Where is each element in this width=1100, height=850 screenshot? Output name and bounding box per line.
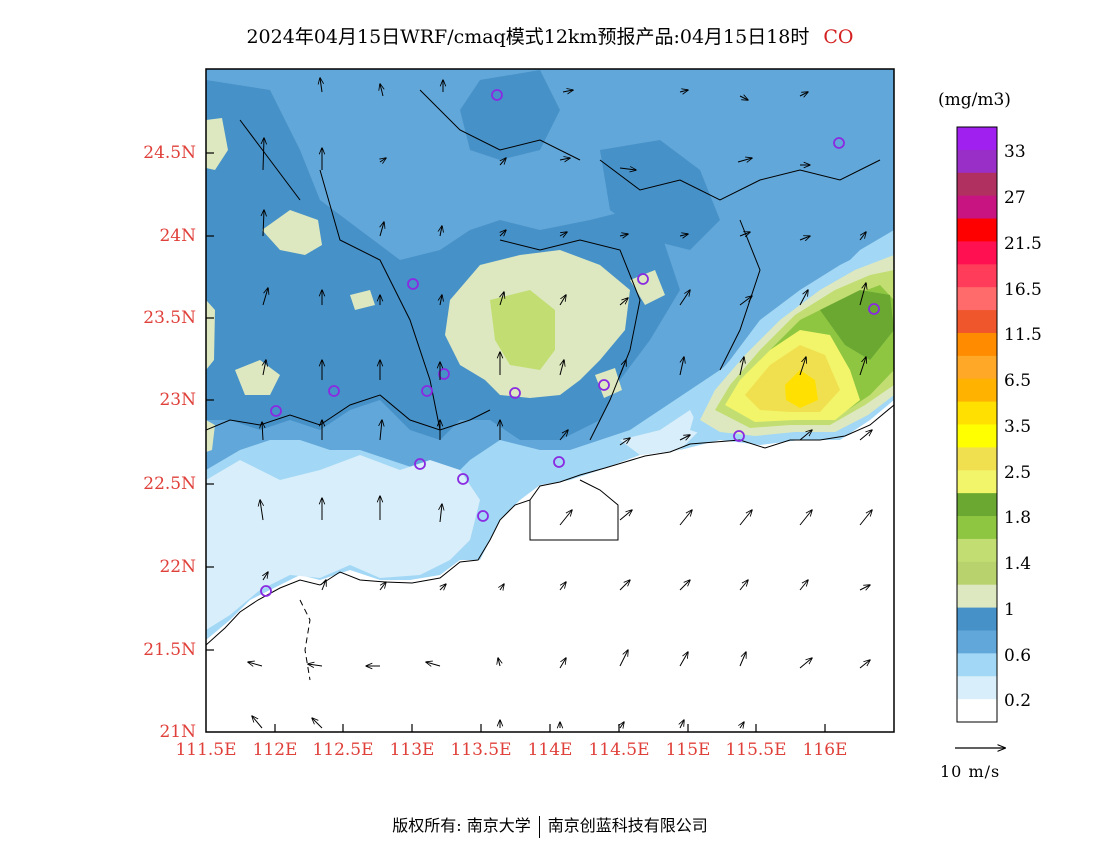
concentration-field (206, 69, 894, 732)
colorbar-label: 27 (1004, 188, 1026, 208)
colorbar-label: 0.2 (1004, 691, 1032, 711)
colorbar-label: 33 (1004, 142, 1026, 162)
lat-label-22n: 22N (159, 557, 196, 577)
colorbar-swatch (957, 584, 997, 609)
lon-label-114e: 114E (527, 740, 573, 760)
colorbar-label: 1.4 (1004, 554, 1032, 574)
colorbar-swatch (957, 447, 997, 471)
lat-label-22-5n: 22.5N (143, 474, 196, 494)
colorbar-swatch (957, 310, 997, 334)
lat-label-23n: 23N (159, 390, 196, 410)
map-title: 2024年04月15日WRF/cmaq模式12km预报产品:04月15日18时 C… (0, 22, 1100, 49)
colorbar-swatch (957, 607, 997, 631)
colorbar-label: 16.5 (1004, 280, 1042, 300)
colorbar-swatch (957, 149, 997, 174)
colorbar-swatch (957, 241, 997, 265)
axis-ticks (206, 152, 826, 732)
colorbar-swatch (957, 355, 997, 380)
colorbar-swatch (957, 218, 997, 242)
copyright-right: 南京创蓝科技有限公司 (547, 816, 708, 835)
lat-label-24-5n: 24.5N (143, 143, 196, 163)
lat-label-21n: 21N (159, 722, 196, 742)
colorbar-swatch (957, 699, 997, 723)
colorbar-swatch (957, 378, 997, 403)
lon-label-115-5e: 115.5E (725, 740, 787, 760)
lat-label-23-5n: 23.5N (143, 308, 196, 328)
wind-reference-label: 10 m/s (940, 762, 1001, 781)
colorbar-swatch (957, 401, 997, 425)
title-text: 2024年04月15日WRF/cmaq模式12km预报产品:04月15日18时 (246, 26, 810, 48)
colorbar-swatch (957, 172, 997, 197)
lon-label-116e: 116E (802, 740, 848, 760)
lat-label-21-5n: 21.5N (143, 640, 196, 660)
colorbar-label: 11.5 (1004, 325, 1042, 345)
lon-label-113-5e: 113.5E (450, 740, 512, 760)
colorbar-swatch (957, 516, 997, 540)
colorbar-swatch (957, 470, 997, 494)
colorbar-swatch (957, 561, 997, 586)
colorbar-swatch (957, 424, 997, 448)
colorbar-label: 1 (1004, 600, 1015, 620)
colorbar-label: 21.5 (1004, 234, 1042, 254)
lon-label-111-5e: 111.5E (175, 740, 237, 760)
copyright-left: 版权所有: 南京大学 (392, 816, 531, 835)
colorbar (957, 127, 997, 723)
colorbar-swatch (957, 127, 997, 151)
colorbar-swatch (957, 287, 997, 311)
colorbar-swatch (957, 493, 997, 517)
colorbar-swatch (957, 332, 997, 357)
species-label: CO (823, 26, 854, 48)
station-markers (260, 89, 880, 597)
lon-label-114-5e: 114.5E (588, 740, 650, 760)
colorbar-swatch (957, 538, 997, 563)
colorbar-unit: (mg/m3) (938, 90, 1011, 110)
lon-label-112e: 112E (252, 740, 298, 760)
colorbar-frame (956, 126, 998, 723)
colorbar-swatch (957, 195, 997, 220)
colorbar-swatch (957, 653, 997, 677)
lon-label-112-5e: 112.5E (312, 740, 374, 760)
colorbar-label: 2.5 (1004, 463, 1032, 483)
wind-vectors (248, 78, 872, 728)
colorbar-label: 3.5 (1004, 417, 1032, 437)
colorbar-swatch (957, 264, 997, 288)
lon-label-113e: 113E (389, 740, 435, 760)
colorbar-swatch (957, 630, 997, 654)
colorbar-label: 6.5 (1004, 371, 1032, 391)
lat-label-24n: 24N (159, 226, 196, 246)
copyright-footer: 版权所有: 南京大学 南京创蓝科技有限公司 (0, 812, 1100, 838)
colorbar-swatch (957, 676, 997, 700)
lon-label-115e: 115E (665, 740, 711, 760)
footer-divider (538, 815, 540, 838)
colorbar-label: 1.8 (1004, 508, 1032, 528)
colorbar-label: 0.6 (1004, 646, 1032, 666)
